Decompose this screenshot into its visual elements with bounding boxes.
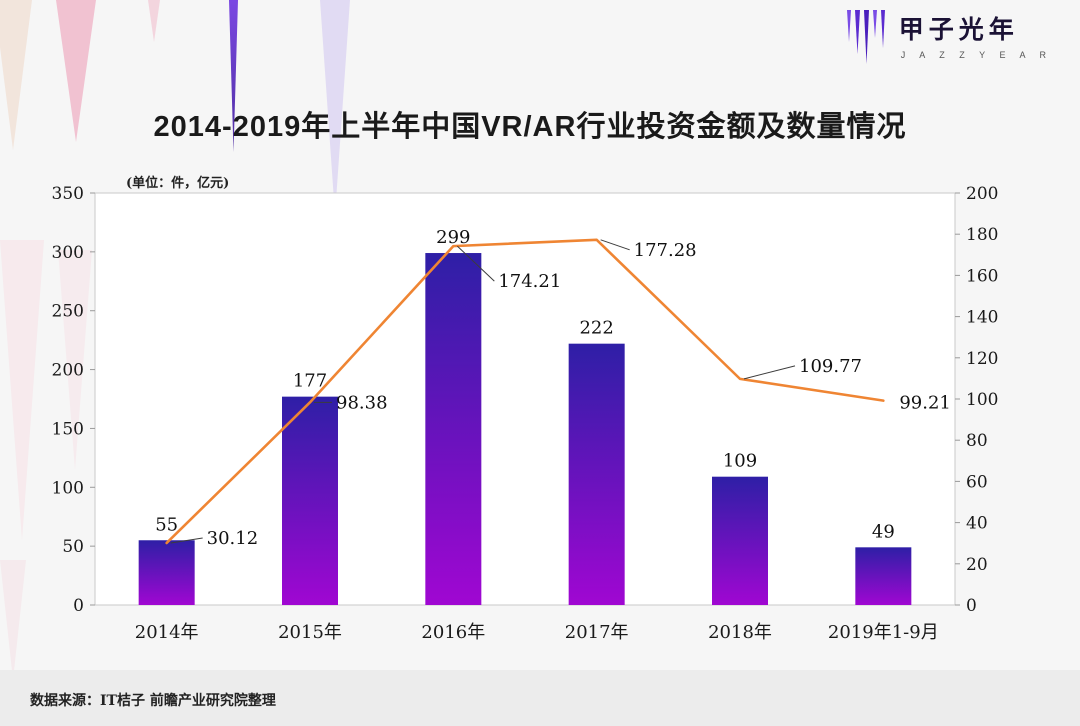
logo-subtitle: J A Z Z Y E A R bbox=[900, 50, 1052, 60]
decoration-spike-purple-needle bbox=[229, 0, 238, 152]
left-axis-label: 0 bbox=[73, 596, 84, 616]
left-axis-label: 300 bbox=[52, 243, 84, 263]
right-axis-label: 20 bbox=[966, 555, 988, 575]
right-axis-label: 0 bbox=[966, 596, 977, 616]
bar-2016年 bbox=[425, 253, 482, 605]
right-axis-label: 120 bbox=[966, 349, 998, 369]
left-axis-label: 200 bbox=[52, 361, 84, 381]
left-axis-label: 50 bbox=[62, 537, 84, 557]
x-axis-label: 2015年 bbox=[278, 622, 342, 643]
right-axis-label: 100 bbox=[966, 390, 998, 410]
left-axis-label: 350 bbox=[52, 184, 84, 204]
bar-2017年 bbox=[568, 343, 625, 605]
plot-area bbox=[94, 192, 956, 606]
label-leader-line bbox=[170, 537, 203, 544]
line-series bbox=[165, 238, 885, 545]
jazzyear-logo: 甲子光年 J A Z Z Y E A R bbox=[845, 10, 1052, 66]
unit-note: (单位：件，亿元) bbox=[126, 176, 230, 191]
right-axis-label: 160 bbox=[966, 266, 998, 286]
right-axis-label: 180 bbox=[966, 225, 998, 245]
x-axis-label: 2014年 bbox=[135, 622, 199, 643]
bar-2015年 bbox=[282, 396, 338, 605]
bar-2018年 bbox=[712, 476, 768, 605]
left-axis-label: 100 bbox=[52, 478, 84, 498]
x-axis-label: 2019年1-9月 bbox=[828, 622, 939, 643]
label-leader-line bbox=[743, 365, 796, 380]
logo-text: 甲子光年 J A Z Z Y E A R bbox=[899, 10, 1052, 60]
right-axis-label: 80 bbox=[966, 431, 988, 451]
bar-value-label: 109 bbox=[723, 451, 757, 472]
bar-value-label: 299 bbox=[436, 227, 470, 248]
footer-band bbox=[0, 670, 1080, 726]
line-value-label: 174.21 bbox=[498, 271, 561, 292]
data-source-note: 数据来源：IT桔子 前瞻产业研究院整理 bbox=[30, 693, 276, 709]
line-value-label: 30.12 bbox=[207, 528, 259, 549]
x-axis-label: 2018年 bbox=[708, 622, 772, 643]
label-leader-line bbox=[600, 239, 630, 251]
bar-2019年1-9月 bbox=[855, 547, 912, 605]
right-axis-label: 140 bbox=[966, 308, 998, 328]
line-value-label: 109.77 bbox=[799, 356, 862, 377]
right-axis-label: 40 bbox=[966, 514, 988, 534]
bar-value-label: 222 bbox=[579, 318, 613, 339]
x-axis-label: 2016年 bbox=[421, 622, 485, 643]
right-axis-label: 200 bbox=[966, 184, 998, 204]
left-axis-label: 150 bbox=[52, 419, 84, 439]
bar-value-label: 55 bbox=[155, 514, 178, 535]
line-value-label: 99.21 bbox=[899, 393, 951, 414]
line-value-label: 98.38 bbox=[336, 392, 388, 413]
line-value-label: 177.28 bbox=[634, 240, 697, 261]
page-title: 2014-2019年上半年中国VR/AR行业投资金额及数量情况 bbox=[153, 111, 907, 144]
bar-2014年 bbox=[138, 540, 195, 605]
logo-name: 甲子光年 bbox=[898, 15, 1019, 44]
left-axis-label: 250 bbox=[52, 302, 84, 322]
right-axis-label: 60 bbox=[966, 472, 988, 492]
label-leader-line bbox=[456, 245, 495, 282]
bar-value-label: 49 bbox=[872, 521, 895, 542]
icicle-bars-icon bbox=[846, 10, 885, 64]
bar-value-label: 177 bbox=[293, 371, 327, 392]
x-axis-label: 2017年 bbox=[565, 622, 629, 643]
